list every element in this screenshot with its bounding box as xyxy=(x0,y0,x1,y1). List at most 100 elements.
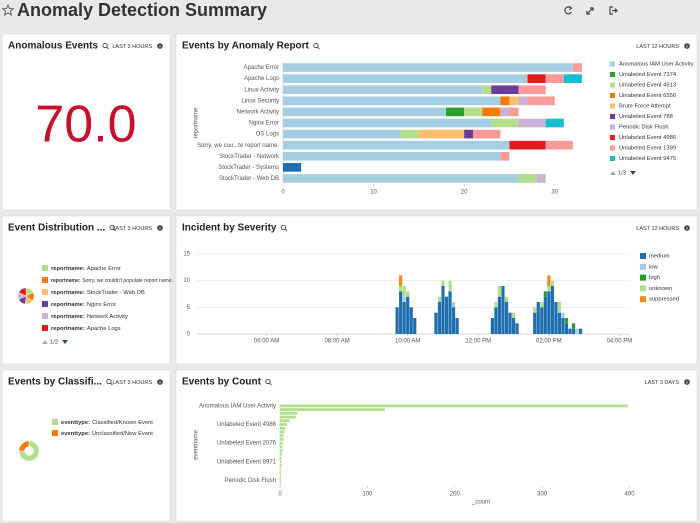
bar xyxy=(283,74,528,83)
bar xyxy=(565,318,568,323)
bar xyxy=(403,302,406,334)
bar xyxy=(509,108,518,117)
bar xyxy=(546,119,564,128)
bar xyxy=(280,479,281,482)
y-tick-label: OS Logs xyxy=(256,132,279,138)
legend-swatch xyxy=(610,135,615,140)
bar xyxy=(403,297,406,302)
time-range: LAST 3 HOURS xyxy=(112,44,152,50)
y-axis-title: reportname xyxy=(194,107,200,138)
legend-key: reportname: xyxy=(51,290,85,296)
bar xyxy=(401,130,419,139)
bar xyxy=(283,119,491,128)
legend-label: Unlabeled Event 4986 xyxy=(619,135,676,141)
bar xyxy=(441,286,444,334)
bar xyxy=(452,302,455,307)
bar xyxy=(554,302,557,334)
bar xyxy=(396,307,399,334)
bar xyxy=(406,291,409,296)
bar xyxy=(540,307,543,334)
bar xyxy=(438,297,441,302)
legend-label: Unlabeled Event 9475 xyxy=(619,156,676,162)
legend-swatch xyxy=(42,277,48,283)
bar xyxy=(533,307,536,312)
bar xyxy=(280,438,283,441)
bar xyxy=(280,412,297,415)
bar xyxy=(508,313,511,334)
bar xyxy=(509,96,518,105)
x-tick-label: 100 xyxy=(362,492,373,498)
bar xyxy=(283,141,509,150)
x-tick-label: 300 xyxy=(537,492,548,498)
bar xyxy=(280,464,282,467)
legend-label: Unlabeled Event 7374 xyxy=(619,72,677,78)
legend-swatch xyxy=(610,83,615,88)
bar xyxy=(546,74,564,83)
bar xyxy=(280,434,283,437)
bar xyxy=(283,63,573,72)
bar xyxy=(283,130,401,139)
bar xyxy=(280,408,385,411)
bar xyxy=(512,318,515,334)
legend-swatch xyxy=(610,93,615,98)
bar xyxy=(399,275,402,286)
legend-label: reportname:Apache Logs xyxy=(51,326,121,332)
legend-key: eventtype: xyxy=(61,420,90,426)
x-tick-label: 10:00 AM xyxy=(395,339,420,345)
legend-value: StockTrader - Web DB xyxy=(87,290,145,296)
page-indicator: 1/3 xyxy=(618,171,626,177)
bar xyxy=(579,329,582,334)
bar xyxy=(558,302,561,313)
page-indicator: 1/2 xyxy=(50,340,58,346)
bar xyxy=(544,291,547,296)
bar xyxy=(561,318,564,334)
bar xyxy=(564,74,582,83)
bar xyxy=(280,442,283,445)
time-range: LAST 3 HOURS xyxy=(112,380,152,386)
y-tick-label: Network Activity xyxy=(237,109,279,115)
bar xyxy=(540,302,543,307)
legend-key: reportname: xyxy=(51,314,85,320)
bar xyxy=(464,108,482,117)
bar xyxy=(280,404,628,407)
bar xyxy=(280,460,282,463)
legend-key: reportname: xyxy=(51,266,85,272)
bar xyxy=(283,108,446,117)
bar xyxy=(419,130,464,139)
bar xyxy=(406,297,409,334)
bar xyxy=(446,108,464,117)
x-tick-label: 08:00 AM xyxy=(324,339,349,345)
bar xyxy=(572,329,575,334)
x-tick-label: 04:00 PM xyxy=(607,339,633,345)
y-tick-label: StockTrader - Network xyxy=(219,154,280,160)
legend-label: low xyxy=(649,264,659,270)
bar xyxy=(505,297,508,302)
bar xyxy=(572,323,575,328)
y-tick-label: Unlabeled Event 2076 xyxy=(217,441,277,447)
y-tick-label: Apache Error xyxy=(244,65,279,71)
legend-swatch xyxy=(42,313,48,319)
bar xyxy=(498,286,501,297)
bar xyxy=(280,427,285,430)
bar xyxy=(491,318,494,334)
legend-key: reportname: xyxy=(51,278,81,284)
bar xyxy=(280,423,287,426)
panel-title: Event Distribution ... xyxy=(8,223,105,234)
bar xyxy=(561,313,564,318)
bar xyxy=(280,431,284,434)
bar xyxy=(547,286,550,291)
bar xyxy=(280,468,281,471)
legend-value: Network Activity xyxy=(87,314,128,320)
bar xyxy=(544,297,547,334)
x-tick-label: 10 xyxy=(370,190,377,196)
legend-label: suppressed xyxy=(649,297,679,303)
x-tick-label: 30 xyxy=(551,190,558,196)
legend-swatch xyxy=(52,419,58,425)
legend-swatch xyxy=(42,265,48,271)
bar xyxy=(537,302,540,334)
legend-swatch xyxy=(42,289,48,295)
bar xyxy=(518,119,545,128)
time-range: LAST 12 HOURS xyxy=(636,226,679,232)
bar xyxy=(518,85,545,94)
bar xyxy=(551,286,554,334)
